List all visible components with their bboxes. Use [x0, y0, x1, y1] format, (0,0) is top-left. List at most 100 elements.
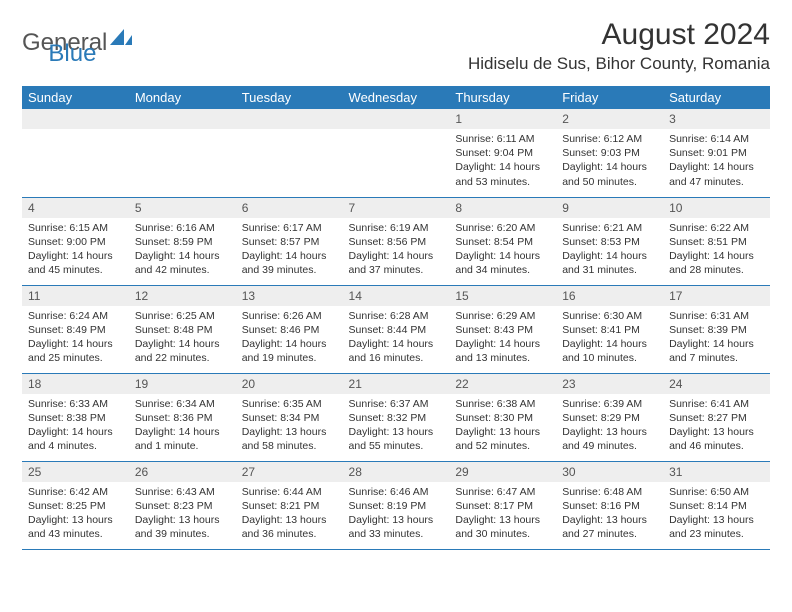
day-number: 22 [449, 374, 556, 394]
day-header: Saturday [663, 86, 770, 109]
day-number: 25 [22, 462, 129, 482]
day-info: Sunrise: 6:44 AMSunset: 8:21 PMDaylight:… [236, 482, 343, 545]
day-info: Sunrise: 6:21 AMSunset: 8:53 PMDaylight:… [556, 218, 663, 281]
day-info: Sunrise: 6:26 AMSunset: 8:46 PMDaylight:… [236, 306, 343, 369]
day-number: 18 [22, 374, 129, 394]
day-info: Sunrise: 6:41 AMSunset: 8:27 PMDaylight:… [663, 394, 770, 457]
day-number: 27 [236, 462, 343, 482]
calendar-cell: 3Sunrise: 6:14 AMSunset: 9:01 PMDaylight… [663, 109, 770, 197]
calendar-cell: 28Sunrise: 6:46 AMSunset: 8:19 PMDayligh… [343, 461, 450, 549]
calendar-cell: 15Sunrise: 6:29 AMSunset: 8:43 PMDayligh… [449, 285, 556, 373]
day-number: 14 [343, 286, 450, 306]
day-number [129, 109, 236, 129]
calendar-cell [343, 109, 450, 197]
calendar-cell: 16Sunrise: 6:30 AMSunset: 8:41 PMDayligh… [556, 285, 663, 373]
day-info: Sunrise: 6:14 AMSunset: 9:01 PMDaylight:… [663, 129, 770, 192]
day-number: 31 [663, 462, 770, 482]
calendar-cell: 19Sunrise: 6:34 AMSunset: 8:36 PMDayligh… [129, 373, 236, 461]
day-number: 16 [556, 286, 663, 306]
day-info: Sunrise: 6:12 AMSunset: 9:03 PMDaylight:… [556, 129, 663, 192]
day-info: Sunrise: 6:35 AMSunset: 8:34 PMDaylight:… [236, 394, 343, 457]
day-number: 29 [449, 462, 556, 482]
month-title: August 2024 [468, 18, 770, 52]
day-number [343, 109, 450, 129]
logo-sail-icon [110, 26, 132, 54]
calendar-cell: 25Sunrise: 6:42 AMSunset: 8:25 PMDayligh… [22, 461, 129, 549]
day-info: Sunrise: 6:46 AMSunset: 8:19 PMDaylight:… [343, 482, 450, 545]
calendar-cell: 1Sunrise: 6:11 AMSunset: 9:04 PMDaylight… [449, 109, 556, 197]
day-info: Sunrise: 6:20 AMSunset: 8:54 PMDaylight:… [449, 218, 556, 281]
day-number: 10 [663, 198, 770, 218]
day-info: Sunrise: 6:11 AMSunset: 9:04 PMDaylight:… [449, 129, 556, 192]
calendar-cell [129, 109, 236, 197]
calendar-cell: 22Sunrise: 6:38 AMSunset: 8:30 PMDayligh… [449, 373, 556, 461]
day-number: 12 [129, 286, 236, 306]
calendar-cell: 14Sunrise: 6:28 AMSunset: 8:44 PMDayligh… [343, 285, 450, 373]
day-header: Thursday [449, 86, 556, 109]
day-info: Sunrise: 6:37 AMSunset: 8:32 PMDaylight:… [343, 394, 450, 457]
day-number: 11 [22, 286, 129, 306]
day-info: Sunrise: 6:31 AMSunset: 8:39 PMDaylight:… [663, 306, 770, 369]
day-number: 24 [663, 374, 770, 394]
calendar-cell: 4Sunrise: 6:15 AMSunset: 9:00 PMDaylight… [22, 197, 129, 285]
day-info: Sunrise: 6:42 AMSunset: 8:25 PMDaylight:… [22, 482, 129, 545]
day-info: Sunrise: 6:33 AMSunset: 8:38 PMDaylight:… [22, 394, 129, 457]
calendar-cell: 27Sunrise: 6:44 AMSunset: 8:21 PMDayligh… [236, 461, 343, 549]
day-number: 3 [663, 109, 770, 129]
day-number: 13 [236, 286, 343, 306]
day-number: 4 [22, 198, 129, 218]
day-number: 8 [449, 198, 556, 218]
day-info: Sunrise: 6:28 AMSunset: 8:44 PMDaylight:… [343, 306, 450, 369]
calendar-week-row: 1Sunrise: 6:11 AMSunset: 9:04 PMDaylight… [22, 109, 770, 197]
day-info: Sunrise: 6:47 AMSunset: 8:17 PMDaylight:… [449, 482, 556, 545]
day-info: Sunrise: 6:29 AMSunset: 8:43 PMDaylight:… [449, 306, 556, 369]
day-header: Wednesday [343, 86, 450, 109]
day-number: 17 [663, 286, 770, 306]
day-header-row: Sunday Monday Tuesday Wednesday Thursday… [22, 86, 770, 109]
calendar-cell: 10Sunrise: 6:22 AMSunset: 8:51 PMDayligh… [663, 197, 770, 285]
day-info: Sunrise: 6:19 AMSunset: 8:56 PMDaylight:… [343, 218, 450, 281]
day-number: 5 [129, 198, 236, 218]
calendar-cell: 18Sunrise: 6:33 AMSunset: 8:38 PMDayligh… [22, 373, 129, 461]
calendar-cell: 13Sunrise: 6:26 AMSunset: 8:46 PMDayligh… [236, 285, 343, 373]
calendar-week-row: 25Sunrise: 6:42 AMSunset: 8:25 PMDayligh… [22, 461, 770, 549]
day-info: Sunrise: 6:39 AMSunset: 8:29 PMDaylight:… [556, 394, 663, 457]
calendar-cell: 2Sunrise: 6:12 AMSunset: 9:03 PMDaylight… [556, 109, 663, 197]
day-header: Tuesday [236, 86, 343, 109]
day-number: 2 [556, 109, 663, 129]
calendar-cell: 6Sunrise: 6:17 AMSunset: 8:57 PMDaylight… [236, 197, 343, 285]
day-number: 15 [449, 286, 556, 306]
day-info: Sunrise: 6:38 AMSunset: 8:30 PMDaylight:… [449, 394, 556, 457]
calendar-cell: 31Sunrise: 6:50 AMSunset: 8:14 PMDayligh… [663, 461, 770, 549]
day-header: Friday [556, 86, 663, 109]
day-number: 7 [343, 198, 450, 218]
day-info: Sunrise: 6:17 AMSunset: 8:57 PMDaylight:… [236, 218, 343, 281]
day-info: Sunrise: 6:22 AMSunset: 8:51 PMDaylight:… [663, 218, 770, 281]
day-info: Sunrise: 6:48 AMSunset: 8:16 PMDaylight:… [556, 482, 663, 545]
calendar-cell: 29Sunrise: 6:47 AMSunset: 8:17 PMDayligh… [449, 461, 556, 549]
calendar-cell: 30Sunrise: 6:48 AMSunset: 8:16 PMDayligh… [556, 461, 663, 549]
day-number: 20 [236, 374, 343, 394]
calendar-cell [236, 109, 343, 197]
day-number: 9 [556, 198, 663, 218]
day-info: Sunrise: 6:34 AMSunset: 8:36 PMDaylight:… [129, 394, 236, 457]
day-info: Sunrise: 6:16 AMSunset: 8:59 PMDaylight:… [129, 218, 236, 281]
day-info: Sunrise: 6:24 AMSunset: 8:49 PMDaylight:… [22, 306, 129, 369]
calendar-cell: 5Sunrise: 6:16 AMSunset: 8:59 PMDaylight… [129, 197, 236, 285]
day-number: 26 [129, 462, 236, 482]
day-number: 6 [236, 198, 343, 218]
calendar-cell: 7Sunrise: 6:19 AMSunset: 8:56 PMDaylight… [343, 197, 450, 285]
day-header: Sunday [22, 86, 129, 109]
calendar-week-row: 4Sunrise: 6:15 AMSunset: 9:00 PMDaylight… [22, 197, 770, 285]
day-number: 28 [343, 462, 450, 482]
day-number: 30 [556, 462, 663, 482]
day-number: 23 [556, 374, 663, 394]
calendar-cell: 17Sunrise: 6:31 AMSunset: 8:39 PMDayligh… [663, 285, 770, 373]
calendar-cell: 21Sunrise: 6:37 AMSunset: 8:32 PMDayligh… [343, 373, 450, 461]
day-header: Monday [129, 86, 236, 109]
day-info: Sunrise: 6:50 AMSunset: 8:14 PMDaylight:… [663, 482, 770, 545]
calendar-table: Sunday Monday Tuesday Wednesday Thursday… [22, 86, 770, 550]
title-block: August 2024 Hidiselu de Sus, Bihor Count… [468, 18, 770, 74]
calendar-cell [22, 109, 129, 197]
calendar-week-row: 18Sunrise: 6:33 AMSunset: 8:38 PMDayligh… [22, 373, 770, 461]
